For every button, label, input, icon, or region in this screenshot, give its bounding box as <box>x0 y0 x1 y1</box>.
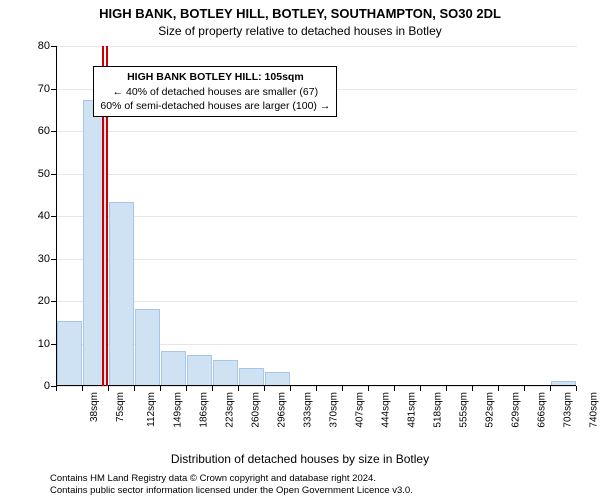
xtick-label: 407sqm <box>355 392 366 428</box>
xtick-mark <box>238 386 239 391</box>
xtick-label: 370sqm <box>329 392 340 428</box>
xtick-mark <box>576 386 577 391</box>
xtick-mark <box>186 386 187 391</box>
ytick-mark <box>51 89 56 90</box>
xtick-mark <box>394 386 395 391</box>
xtick-mark <box>160 386 161 391</box>
ytick-mark <box>51 259 56 260</box>
xtick-label: 186sqm <box>199 392 210 428</box>
xtick-label: 38sqm <box>89 392 100 422</box>
gridline <box>57 386 577 387</box>
ytick-label: 70 <box>38 83 50 95</box>
histogram-bar <box>239 368 264 385</box>
xtick-mark <box>264 386 265 391</box>
gridline <box>57 131 577 132</box>
ytick-label: 80 <box>38 40 50 52</box>
ytick-mark <box>51 174 56 175</box>
chart-subtitle: Size of property relative to detached ho… <box>0 24 600 38</box>
attribution: Contains HM Land Registry data © Crown c… <box>50 473 590 496</box>
xtick-label: 740sqm <box>589 392 600 428</box>
ytick-label: 40 <box>38 210 50 222</box>
gridline <box>57 216 577 217</box>
xtick-label: 592sqm <box>485 392 496 428</box>
gridline <box>57 46 577 47</box>
xtick-label: 666sqm <box>537 392 548 428</box>
histogram-bar <box>551 381 576 385</box>
ytick-mark <box>51 131 56 132</box>
ytick-label: 30 <box>38 253 50 265</box>
gridline <box>57 259 577 260</box>
xtick-mark <box>524 386 525 391</box>
xtick-label: 333sqm <box>303 392 314 428</box>
chart-title: HIGH BANK, BOTLEY HILL, BOTLEY, SOUTHAMP… <box>0 6 600 21</box>
xtick-mark <box>550 386 551 391</box>
attribution-line1: Contains HM Land Registry data © Crown c… <box>50 473 590 484</box>
grid-area: HIGH BANK BOTLEY HILL: 105sqm← 40% of de… <box>56 46 576 386</box>
plot-area: HIGH BANK BOTLEY HILL: 105sqm← 40% of de… <box>56 46 576 386</box>
ytick-mark <box>51 344 56 345</box>
histogram-bar <box>213 360 238 386</box>
ytick-label: 50 <box>38 168 50 180</box>
xtick-mark <box>212 386 213 391</box>
xtick-label: 149sqm <box>173 392 184 428</box>
ytick-label: 0 <box>44 380 50 392</box>
ytick-mark <box>51 216 56 217</box>
ytick-mark <box>51 301 56 302</box>
attribution-line2: Contains public sector information licen… <box>50 485 590 496</box>
histogram-bar <box>187 355 212 385</box>
xtick-label: 223sqm <box>225 392 236 428</box>
xtick-label: 481sqm <box>407 392 418 428</box>
xtick-mark <box>82 386 83 391</box>
xtick-label: 629sqm <box>511 392 522 428</box>
histogram-bar <box>135 309 160 386</box>
xtick-mark <box>420 386 421 391</box>
xtick-mark <box>472 386 473 391</box>
x-axis-label: Distribution of detached houses by size … <box>0 452 600 466</box>
ytick-label: 10 <box>38 338 50 350</box>
xtick-label: 444sqm <box>381 392 392 428</box>
xtick-mark <box>368 386 369 391</box>
histogram-bar <box>109 202 134 385</box>
xtick-mark <box>446 386 447 391</box>
xtick-mark <box>342 386 343 391</box>
xtick-mark <box>290 386 291 391</box>
annotation-box: HIGH BANK BOTLEY HILL: 105sqm← 40% of de… <box>93 66 337 117</box>
histogram-bar <box>265 372 290 385</box>
ytick-label: 20 <box>38 295 50 307</box>
annotation-line3: 60% of semi-detached houses are larger (… <box>100 99 330 113</box>
xtick-mark <box>56 386 57 391</box>
annotation-line2: ← 40% of detached houses are smaller (67… <box>100 85 330 99</box>
ytick-label: 60 <box>38 125 50 137</box>
histogram-bar <box>57 321 82 385</box>
xtick-mark <box>498 386 499 391</box>
annotation-line1: HIGH BANK BOTLEY HILL: 105sqm <box>100 70 330 84</box>
xtick-label: 703sqm <box>563 392 574 428</box>
gridline <box>57 174 577 175</box>
xtick-mark <box>134 386 135 391</box>
xtick-label: 555sqm <box>459 392 470 428</box>
chart-container: HIGH BANK, BOTLEY HILL, BOTLEY, SOUTHAMP… <box>0 0 600 500</box>
ytick-mark <box>51 46 56 47</box>
xtick-label: 518sqm <box>433 392 444 428</box>
histogram-bar <box>83 100 108 385</box>
xtick-mark <box>108 386 109 391</box>
histogram-bar <box>161 351 186 385</box>
gridline <box>57 301 577 302</box>
xtick-mark <box>316 386 317 391</box>
xtick-label: 296sqm <box>277 392 288 428</box>
xtick-label: 260sqm <box>251 392 262 428</box>
xtick-label: 112sqm <box>146 392 157 427</box>
xtick-label: 75sqm <box>115 392 126 422</box>
